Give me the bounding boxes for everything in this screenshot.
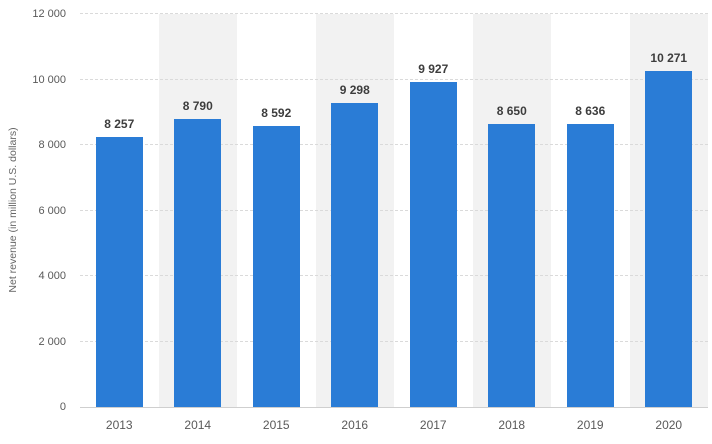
x-axis-tick-labels: 2013 2014 2015 2016 2017 2018 2019 2020 [80,413,708,441]
bar-value-label: 8 650 [496,103,527,118]
bar-2020[interactable] [645,70,693,407]
plot-area: 8 257 8 790 8 592 9 298 9 927 8 650 8 636 10 27… [80,13,708,408]
bar-2015[interactable] [252,125,300,407]
x-tick-label: 2016 [341,418,369,432]
gridline [80,275,708,277]
y-tick-label: 10 000 [32,73,66,86]
bar-2017[interactable] [409,81,457,407]
gridline [80,209,708,211]
y-tick-label: 0 [59,401,66,413]
x-tick-label: 2020 [655,418,683,432]
bar-2016[interactable] [331,102,379,407]
y-tick-label: 4 000 [38,270,66,283]
y-tick-label: 6 000 [38,204,66,217]
bar-value-label: 9 298 [339,82,370,97]
y-tick-label: 2 000 [38,335,66,348]
bar-2013[interactable] [95,136,143,407]
gridline [80,78,708,80]
bar-2014[interactable] [174,119,222,407]
bar-2019[interactable] [566,124,614,407]
x-tick-label: 2015 [262,418,290,432]
x-tick-label: 2017 [419,418,447,432]
bar-value-label: 8 257 [104,116,135,131]
gridline [80,13,708,14]
bar-value-label: 9 927 [418,61,449,76]
gridline [80,144,708,146]
y-tick-label: 8 000 [38,139,66,152]
y-tick-label: 12 000 [32,8,66,20]
x-tick-label: 2013 [105,418,133,432]
bar-value-label: 8 592 [261,105,292,120]
x-tick-label: 2018 [498,418,526,432]
gridline [80,340,708,342]
bar-2018[interactable] [488,123,536,407]
x-tick-label: 2014 [184,418,212,432]
bar-value-label: 10 271 [650,50,688,65]
bar-value-label: 8 790 [182,99,213,114]
bar-value-label: 8 636 [575,104,606,119]
x-tick-label: 2019 [576,418,604,432]
y-axis-tick-labels: 0 2 000 4 000 6 000 8 000 10 000 12 000 [0,8,66,413]
